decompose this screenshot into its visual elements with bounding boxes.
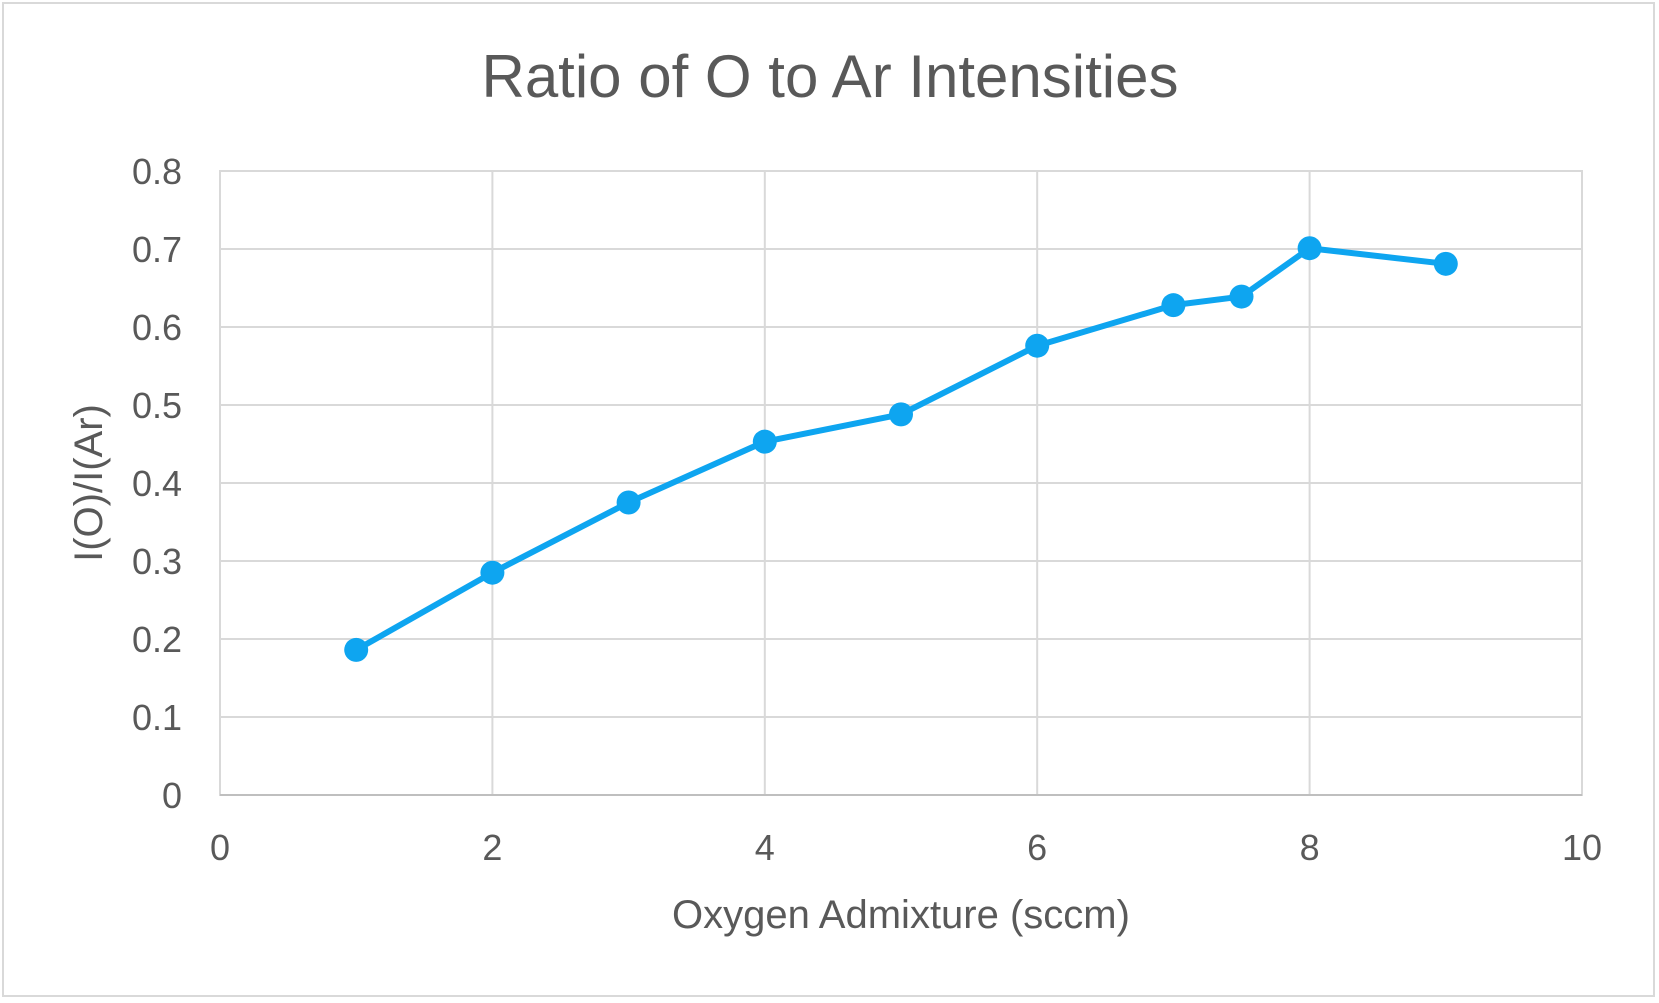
gridlines — [219, 170, 1583, 795]
data-point-marker — [752, 429, 777, 454]
data-series — [344, 236, 1458, 662]
data-point-marker — [344, 637, 369, 662]
y-tick-label: 0 — [162, 775, 182, 816]
y-tick-label: 0.6 — [132, 307, 182, 348]
y-tick-label: 0.2 — [132, 619, 182, 660]
x-axis-ticks: 0 2 4 6 8 10 — [210, 827, 1602, 868]
data-point-marker — [1161, 293, 1186, 318]
x-tick-label: 0 — [210, 827, 230, 868]
y-tick-label: 0.7 — [132, 229, 182, 270]
x-tick-label: 8 — [1300, 827, 1320, 868]
x-axis-title: Oxygen Admixture (sccm) — [672, 893, 1130, 937]
data-point-marker — [1229, 284, 1254, 309]
x-tick-label: 6 — [1027, 827, 1047, 868]
y-axis-ticks: 0 0.1 0.2 0.3 0.4 0.5 0.6 0.7 0.8 — [132, 151, 182, 816]
y-tick-label: 0.8 — [132, 151, 182, 192]
x-tick-label: 2 — [482, 827, 502, 868]
chart-title: Ratio of O to Ar Intensities — [481, 43, 1178, 110]
x-tick-label: 4 — [755, 827, 775, 868]
y-tick-label: 0.3 — [132, 541, 182, 582]
data-point-marker — [1297, 236, 1322, 261]
data-point-marker — [889, 402, 913, 427]
data-point-marker — [1433, 251, 1458, 276]
x-tick-label: 10 — [1562, 827, 1602, 868]
y-axis-title: I(O)/I(Ar) — [67, 404, 111, 562]
series-line — [353, 245, 1449, 653]
y-tick-label: 0.1 — [132, 697, 182, 738]
y-tick-label: 0.5 — [132, 385, 182, 426]
y-tick-label: 0.4 — [132, 463, 182, 504]
data-point-marker — [480, 560, 505, 585]
data-point-marker — [1025, 333, 1050, 358]
data-point-marker — [616, 490, 641, 515]
